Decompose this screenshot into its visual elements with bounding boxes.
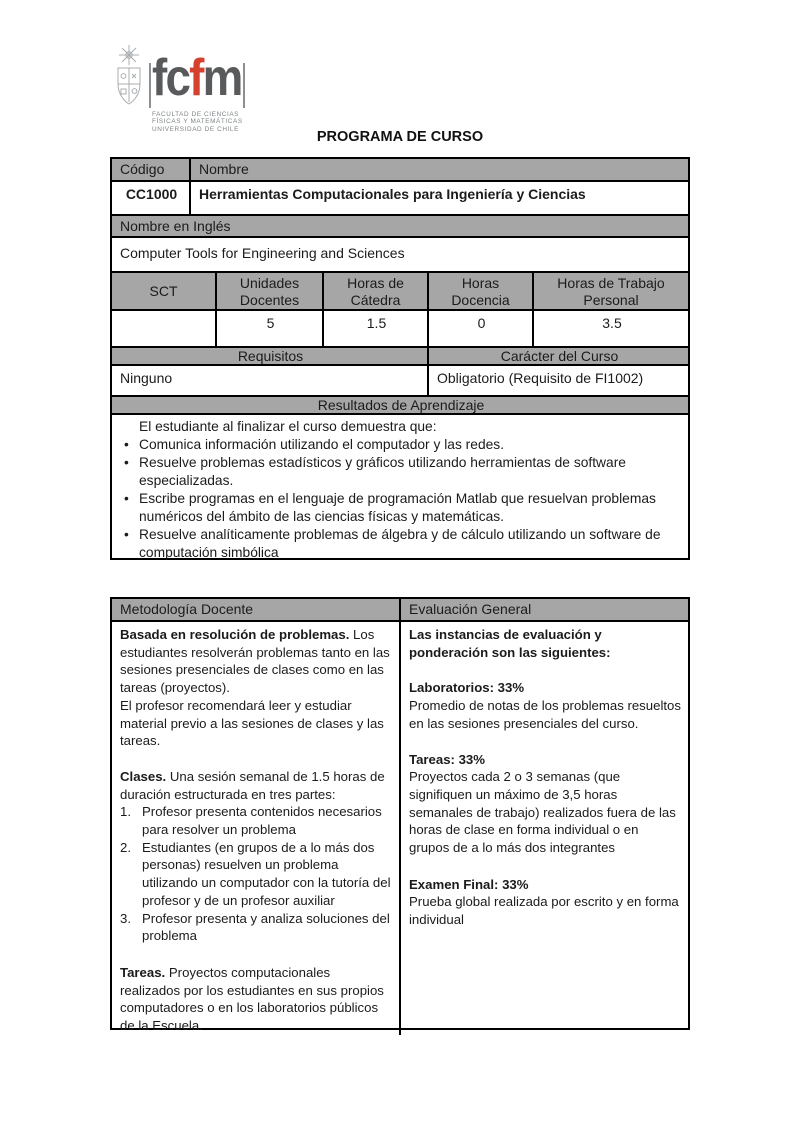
sct-header-row: SCT Unidades Docentes Horas de Cátedra H… xyxy=(112,271,688,309)
nombre-value: Herramientas Computacionales para Ingeni… xyxy=(189,182,688,214)
resultados-aprendizaje-header: Resultados de Aprendizaje xyxy=(112,397,688,413)
codigo-value: CC1000 xyxy=(125,186,178,202)
metodologia-paragraph-1: Basada en resolución de problemas. Los e… xyxy=(120,627,390,696)
resultados-content: El estudiante al finalizar el curso demu… xyxy=(112,415,688,562)
logo-left-rule xyxy=(149,63,151,108)
faculty-line-1: FACULTAD DE CIENCIAS xyxy=(152,111,240,118)
sct-header: SCT xyxy=(112,273,215,309)
faculty-line-2: FÍSICAS Y MATEMÁTICAS xyxy=(152,118,243,126)
sct-values-row: 5 1.5 0 3.5 xyxy=(112,309,688,346)
bullet-icon: • xyxy=(124,437,129,452)
logo-right-rule xyxy=(243,63,245,108)
fcfm-wordmark: fcfm xyxy=(152,48,244,108)
evaluacion-general-header: Evaluación General xyxy=(399,599,688,620)
evaluacion-content: Las instancias de evaluación y ponderaci… xyxy=(399,622,688,1035)
resultados-header-row: Resultados de Aprendizaje xyxy=(112,395,688,413)
horas-catedra-header: Horas de Cátedra xyxy=(322,273,427,309)
requisitos-header: Requisitos xyxy=(112,348,427,364)
course-info-table: Código Nombre CC1000 Herramientas Comput… xyxy=(110,157,690,560)
sct-value xyxy=(112,311,215,346)
tareas-title: Tareas: 33% xyxy=(409,751,485,767)
nombre-ingles-value: Computer Tools for Engineering and Scien… xyxy=(120,245,405,261)
english-name-header-row: Nombre en Inglés xyxy=(112,214,688,236)
resultado-bullet-4: • Resuelve analíticamente problemas de á… xyxy=(124,527,661,560)
laboratorios-title: Laboratorios: 33% xyxy=(409,680,525,696)
wordmark-fc: fc xyxy=(152,49,191,107)
horas-catedra-value: 1.5 xyxy=(322,311,427,346)
english-name-value-row: Computer Tools for Engineering and Scien… xyxy=(112,236,688,271)
codigo-header: Código xyxy=(112,159,189,180)
laboratorios-item: Laboratorios: 33% Promedio de notas de l… xyxy=(409,679,681,732)
metodologia-docente-header: Metodología Docente xyxy=(112,599,399,620)
bullet-icon: • xyxy=(124,455,129,470)
resultados-intro: El estudiante al finalizar el curso demu… xyxy=(139,419,437,434)
caracter-curso-header: Carácter del Curso xyxy=(427,348,688,364)
bullet-icon: • xyxy=(124,491,129,506)
clases-paragraph: Clases. Una sesión semanal de 1.5 horas … xyxy=(120,768,385,802)
clases-step-2: 2. Estudiantes (en grupos de a lo más do… xyxy=(120,839,391,908)
horas-trabajo-personal-value: 3.5 xyxy=(532,311,688,346)
resultado-bullet-1: • Comunica información utilizando el com… xyxy=(124,437,505,452)
horas-trabajo-personal-header: Horas de Trabajo Personal xyxy=(532,273,688,309)
nombre-header: Nombre xyxy=(189,159,688,180)
fcfm-logo: fcfm FACULTAD DE CIENCIAS FÍSICAS Y MATE… xyxy=(112,44,292,134)
requisitos-header-row: Requisitos Carácter del Curso xyxy=(112,346,688,364)
horas-docencia-auxiliar-header: Horas Docencia Auxiliar xyxy=(427,273,532,309)
examen-final-item: Examen Final: 33% Prueba global realizad… xyxy=(409,876,681,929)
requisitos-value-row: Ninguno Obligatorio (Requisito de FI1002… xyxy=(112,364,688,395)
faculty-line-3: UNIVERSIDAD DE CHILE xyxy=(152,125,239,133)
caracter-curso-value: Obligatorio (Requisito de FI1002) xyxy=(427,366,688,395)
resultado-bullet-3: • Escribe programas en el lenguaje de pr… xyxy=(124,491,656,524)
laboratorios-desc: Promedio de notas de los problemas resue… xyxy=(409,698,681,731)
unidades-docentes-value: 5 xyxy=(215,311,322,346)
evaluacion-intro: Las instancias de evaluación y ponderaci… xyxy=(409,627,611,660)
examen-final-title: Examen Final: 33% xyxy=(409,876,529,892)
metodologia-content: Basada en resolución de problemas. Los e… xyxy=(112,622,399,1035)
method-eval-header-row: Metodología Docente Evaluación General xyxy=(112,599,688,620)
requisitos-value: Ninguno xyxy=(120,370,173,386)
horas-docencia-auxiliar-value: 0 xyxy=(427,311,532,346)
clases-step-3: 3. Profesor presenta y analiza solucione… xyxy=(120,910,390,944)
bullet-icon: • xyxy=(124,527,129,542)
metodologia-paragraph-2: El profesor recomendará leer y estudiar … xyxy=(120,697,384,749)
code-name-value-row: CC1000 Herramientas Computacionales para… xyxy=(112,180,688,214)
examen-final-desc: Prueba global realizada por escrito y en… xyxy=(409,894,679,928)
methodology-evaluation-table: Metodología Docente Evaluación General B… xyxy=(110,597,690,1035)
code-name-header-row: Código Nombre xyxy=(112,159,688,180)
wordmark-red-f: f xyxy=(189,49,204,107)
tareas-desc: Proyectos cada 2 o 3 semanas (que signif… xyxy=(409,769,676,856)
university-crest-icon xyxy=(117,45,141,105)
unidades-docentes-header: Unidades Docentes xyxy=(215,273,322,309)
clases-step-1: 1. Profesor presenta contenidos necesari… xyxy=(120,804,382,838)
faculty-name-lines: FACULTAD DE CIENCIAS FÍSICAS Y MATEMÁTIC… xyxy=(152,111,243,133)
page-title: PROGRAMA DE CURSO xyxy=(316,129,484,145)
tareas-item: Tareas: 33% Proyectos cada 2 o 3 semanas… xyxy=(409,751,681,857)
wordmark-m: m xyxy=(202,49,244,107)
tareas-paragraph: Tareas. Proyectos computacionales realiz… xyxy=(120,964,384,1034)
method-eval-body-row: Basada en resolución de problemas. Los e… xyxy=(112,620,688,1035)
resultado-bullet-2: • Resuelve problemas estadísticos y gráf… xyxy=(124,455,626,488)
nombre-ingles-header: Nombre en Inglés xyxy=(112,216,688,236)
resultados-content-row: El estudiante al finalizar el curso demu… xyxy=(112,413,688,562)
